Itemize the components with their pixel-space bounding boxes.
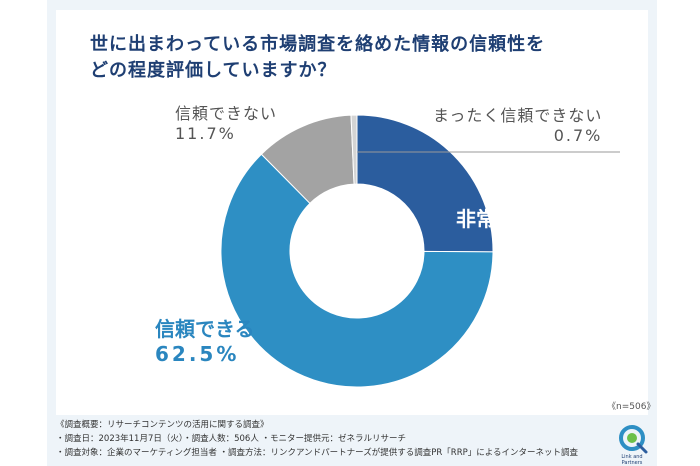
label-unreliable: 信頼できない 11.7% <box>175 104 277 144</box>
label-not-at-all-reliable-name: まったく信頼できない <box>433 106 603 125</box>
company-logo: Link and Partners <box>612 424 652 466</box>
footer-line-1: 《調査概要：リサーチコンテンツの活用に関する調査》 <box>56 420 269 430</box>
chart-title: 世に出まわっている市場調査を絡めた情報の信頼性を どの程度評価していますか？ <box>90 32 610 84</box>
sample-size-note: 《n=506》 <box>607 402 656 412</box>
label-reliable-name: 信頼できる <box>155 317 255 341</box>
footer-line-2: ・調査日：2023年11月7日（火）・調査人数：506人 ・モニター提供元：ゼネ… <box>56 434 407 444</box>
label-very-reliable: 非常に信頼できる 25.1% <box>456 207 616 257</box>
label-very-reliable-name: 非常に信頼できる <box>456 207 616 231</box>
title-line-1: 世に出まわっている市場調査を絡めた情報の信頼性を <box>90 34 546 55</box>
slice-very-reliable <box>356 114 494 253</box>
label-unreliable-value: 11.7% <box>175 124 236 143</box>
label-reliable: 信頼できる 62.5% <box>155 317 255 367</box>
slice-not-at-all-reliable <box>350 114 358 185</box>
title-line-2: どの程度評価していますか？ <box>90 60 337 81</box>
footer-line-3: ・調査対象：企業のマーケティング担当者 ・調査方法：リンクアンドパートナーズが提… <box>56 448 578 458</box>
label-unreliable-name: 信頼できない <box>175 104 278 123</box>
label-not-at-all-reliable: まったく信頼できない 0.7% <box>433 106 602 146</box>
label-not-at-all-reliable-value: 0.7% <box>553 126 603 145</box>
slice-reliable <box>220 153 494 388</box>
survey-footer: 《調査概要：リサーチコンテンツの活用に関する調査》 ・調査日：2023年11月7… <box>56 418 596 460</box>
logo-text: Link and Partners <box>621 454 643 466</box>
logo-mark-icon <box>619 425 648 454</box>
label-reliable-value: 62.5% <box>155 342 240 366</box>
label-very-reliable-value: 25.1% <box>531 232 616 256</box>
